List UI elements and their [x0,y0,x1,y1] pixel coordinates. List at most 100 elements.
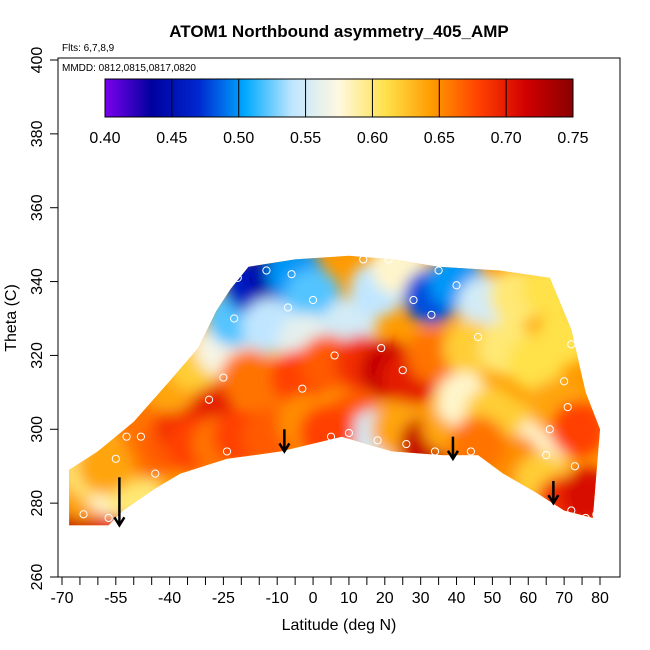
sample-point [233,273,242,282]
sample-points [79,255,601,523]
x-tick-label: 0 [309,590,318,607]
sample-point [136,432,146,441]
heatmap-cell [507,334,564,391]
x-tick-label: 80 [591,590,609,607]
colorbar-tick-label: 0.45 [156,130,187,147]
y-tick-label: 380 [29,120,46,147]
colorbar-tick-label: 0.40 [89,130,120,147]
sample-point [563,403,572,412]
arrow-head [547,494,560,506]
sample-point [308,295,318,305]
sample-point [452,281,461,290]
heatmap-cell [561,467,600,524]
y-tick-label: 360 [29,194,46,221]
arrow [547,480,560,506]
sample-point [567,506,576,515]
colorbar-tick-label: 0.50 [223,130,254,147]
heatmap-cell [521,260,578,317]
sample-point [581,513,590,523]
sample-point [377,343,386,353]
sample-point [542,451,551,460]
colorbar: 0.40 0.45 0.50 0.55 0.60 0.65 0.70 0.75 [89,78,589,147]
plot-frame [57,57,621,578]
sample-point [402,439,411,449]
colorbar-tick-label: 0.75 [557,130,588,147]
colorbar-tick-label: 0.65 [424,130,455,147]
sample-point [219,373,228,382]
y-tick-label: 280 [29,490,46,517]
heatmap-cell [77,438,134,495]
x-tick-label: 60 [519,590,537,607]
heatmap-field [69,255,600,526]
sample-point [298,384,307,393]
sample-point [262,266,271,275]
arrows [113,429,560,528]
x-tick-label: -40 [158,590,181,607]
colorbar-tick-label: 0.70 [491,130,522,147]
sample-point [427,310,436,319]
y-axis: 260 280 300 320 340 360 380 400 [29,47,58,591]
x-tick-label: -25 [212,590,235,607]
x-tick-label: 70 [555,590,573,607]
colorbar-ticks: 0.40 0.45 0.50 0.55 0.60 0.65 0.70 0.75 [89,79,589,147]
x-tick-label: -70 [50,590,73,607]
x-tick-label: 10 [340,590,358,607]
x-tick-label: 20 [376,590,394,607]
heatmap-cell [550,401,600,458]
arrow-head [113,516,126,528]
sample-point [122,432,131,441]
x-axis: -70 -55 -40 -25 -10 0 10 20 30 40 50 60 70 80 [50,577,609,607]
x-axis-label: Latitude (deg N) [282,617,397,634]
sample-point [283,303,293,312]
colorbar-gradient [104,78,574,118]
y-tick-label: 340 [29,268,46,295]
heatmap-cell [299,404,356,461]
arrow-head [446,450,460,462]
sample-point [204,395,214,404]
y-tick-label: 260 [29,564,46,591]
sample-point [545,425,554,434]
sample-point [384,255,393,264]
colorbar-tick-label: 0.55 [290,130,321,147]
sample-point [151,469,160,478]
arrow [446,436,460,462]
sample-point [434,266,443,275]
sample-point [287,270,296,279]
x-tick-label: 30 [412,590,430,607]
sample-point [344,428,354,438]
sample-point [373,436,382,445]
sample-point [567,340,576,349]
sample-point [230,314,239,323]
sample-point [466,447,475,456]
sample-point [129,510,138,519]
sample-point [592,510,601,519]
y-tick-label: 400 [29,47,46,74]
dates-note: MMDD: 0812,0815,0817,0820 [62,63,196,74]
chart-title: ATOM1 Northbound asymmetry_405_AMP [169,22,508,41]
sample-point [111,454,120,463]
y-axis-label: Theta (C) [3,284,20,352]
sample-point [194,473,203,482]
arrow-head [278,442,291,454]
sample-point [222,447,232,456]
heatmap-cell [450,416,507,473]
sample-point [560,377,569,386]
y-tick-label: 320 [29,342,46,369]
sample-point [398,366,407,375]
sample-point [473,332,483,342]
sample-point [104,513,113,523]
sample-point [409,295,418,305]
sample-point [79,510,88,519]
sample-point [570,462,579,471]
arrow [113,477,126,528]
sample-point [330,351,339,360]
colorbar-tick-label: 0.60 [357,130,388,147]
sample-point [359,255,368,264]
x-tick-label: -55 [104,590,127,607]
flights-note: Flts: 6,7,8,9 [62,43,115,54]
sample-point [430,447,440,456]
x-tick-label: -10 [266,590,289,607]
arrow [278,429,291,454]
